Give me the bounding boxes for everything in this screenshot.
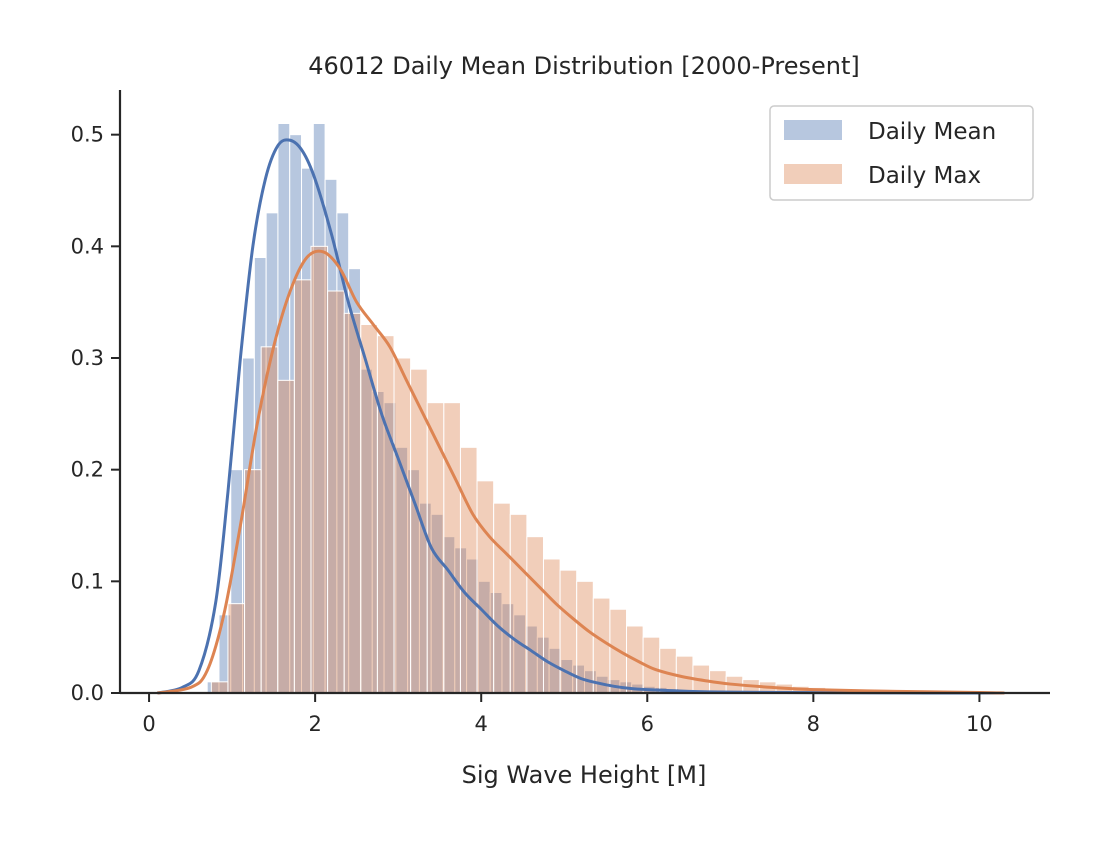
bar-daily-max [509, 513, 528, 694]
kde-layer [157, 138, 1005, 695]
bar-daily-max [327, 290, 345, 694]
bar-daily-max [526, 536, 544, 694]
bar-daily-max [443, 402, 461, 694]
chart-title: 46012 Daily Mean Distribution [2000-Pres… [308, 52, 860, 80]
x-tick-label: 0 [142, 712, 155, 736]
kde-line-daily-mean [157, 138, 1005, 695]
legend-swatch-daily-max [784, 164, 842, 184]
bar-daily-max [293, 279, 312, 694]
x-tick-label: 10 [966, 712, 993, 736]
bar-daily-max [277, 379, 295, 694]
bar-daily-max [459, 446, 478, 694]
y-tick-label: 0.2 [71, 458, 104, 482]
x-tick-label: 4 [475, 712, 488, 736]
axes-layer: 0 2 4 6 8 10 0.0 0.1 0.2 0.3 0.4 0.5 [71, 90, 1050, 736]
bar-daily-max [393, 357, 412, 694]
x-tick-label: 6 [641, 712, 654, 736]
x-tick-label: 2 [308, 712, 321, 736]
bar-daily-max [542, 558, 561, 694]
legend-swatch-daily-mean [784, 120, 842, 140]
bar-daily-max [210, 681, 229, 694]
bar-daily-max [227, 603, 246, 694]
bar-daily-max [493, 502, 511, 694]
legend: Daily Mean Daily Max [769, 105, 1034, 201]
legend-frame [769, 105, 1034, 201]
x-axis-label: Sig Wave Height [M] [462, 761, 707, 789]
bar-daily-max [260, 346, 279, 694]
bar-daily-max [310, 245, 329, 694]
bar-daily-max [476, 480, 495, 694]
bar-daily-max [360, 324, 378, 694]
y-tick-label: 0.3 [71, 346, 104, 370]
bar-daily-max [376, 335, 395, 694]
x-tick-label: 8 [807, 712, 820, 736]
legend-label-daily-max: Daily Max [868, 163, 981, 189]
kde-line-daily-max [157, 249, 1005, 695]
bar-daily-max [343, 312, 362, 694]
y-tick-label: 0.1 [71, 569, 104, 593]
legend-label-daily-mean: Daily Mean [868, 119, 996, 145]
y-tick-label: 0.5 [71, 123, 104, 147]
y-tick-label: 0.4 [71, 234, 104, 258]
y-tick-label: 0.0 [71, 681, 104, 705]
bar-daily-max [244, 469, 262, 694]
